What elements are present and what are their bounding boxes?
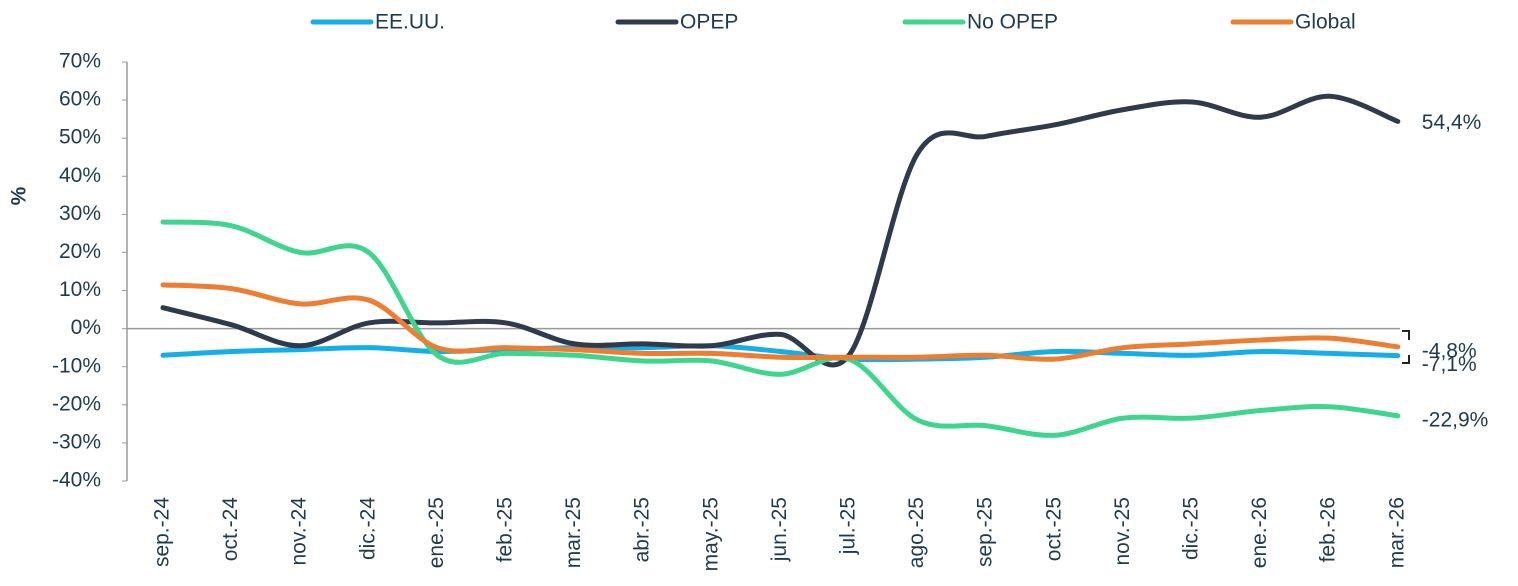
- legend-label: Global: [1295, 11, 1356, 34]
- x-tick-label: oct.-24: [219, 497, 242, 562]
- x-tick-label: nov.-25: [1111, 497, 1134, 566]
- data-label: -7,1%: [1422, 353, 1477, 376]
- x-tick-label: nov.-24: [288, 497, 311, 566]
- y-tick-label: 10%: [59, 278, 101, 301]
- x-tick-label: may.-25: [699, 497, 722, 571]
- y-axis-label: %: [8, 186, 31, 205]
- y-tick-label: 0%: [71, 316, 101, 339]
- x-tick-label: mar.-26: [1385, 497, 1408, 568]
- y-tick-label: -20%: [52, 392, 101, 415]
- x-tick-label: ene.-26: [1248, 497, 1271, 568]
- x-tick-label: sep.-25: [974, 497, 997, 567]
- y-tick-label: 50%: [59, 126, 101, 149]
- y-tick-label: -30%: [52, 430, 101, 453]
- legend-label: No OPEP: [967, 11, 1058, 34]
- bracket: [1402, 330, 1410, 364]
- x-tick-label: feb.-26: [1317, 497, 1340, 562]
- legend-label: EE.UU.: [375, 11, 445, 34]
- data-label: -4,8%: [1422, 339, 1477, 362]
- x-tick-label: feb.-25: [494, 497, 517, 562]
- x-tick-label: ene.-25: [425, 497, 448, 568]
- x-tick-label: ago.-25: [905, 497, 928, 568]
- x-tick-label: jul.-25: [837, 497, 860, 555]
- line: [160, 219, 1401, 438]
- x-tick-label: jun.-25: [768, 497, 791, 562]
- line: [160, 93, 1401, 368]
- y-tick-label: 60%: [59, 88, 101, 111]
- x-tick-label: sep.-24: [151, 497, 174, 567]
- y-tick-label: 70%: [59, 50, 101, 73]
- x-tick-label: dic.-24: [356, 497, 379, 560]
- data-label: 54,4%: [1422, 111, 1482, 134]
- line: [160, 343, 1401, 363]
- data-label: -22,9%: [1422, 408, 1489, 431]
- line: [160, 282, 1401, 362]
- y-tick-label: 20%: [59, 240, 101, 263]
- y-tick-label: -10%: [52, 354, 101, 377]
- x-tick-label: dic.-25: [1180, 497, 1203, 560]
- y-tick-label: -40%: [52, 469, 101, 492]
- x-tick-label: mar.-25: [562, 497, 585, 568]
- y-tick-label: 30%: [59, 202, 101, 225]
- legend-label: OPEP: [680, 11, 738, 34]
- x-tick-label: oct.-25: [1042, 497, 1065, 561]
- y-tick-label: 40%: [59, 164, 101, 187]
- x-tick-label: abr.-25: [631, 497, 654, 562]
